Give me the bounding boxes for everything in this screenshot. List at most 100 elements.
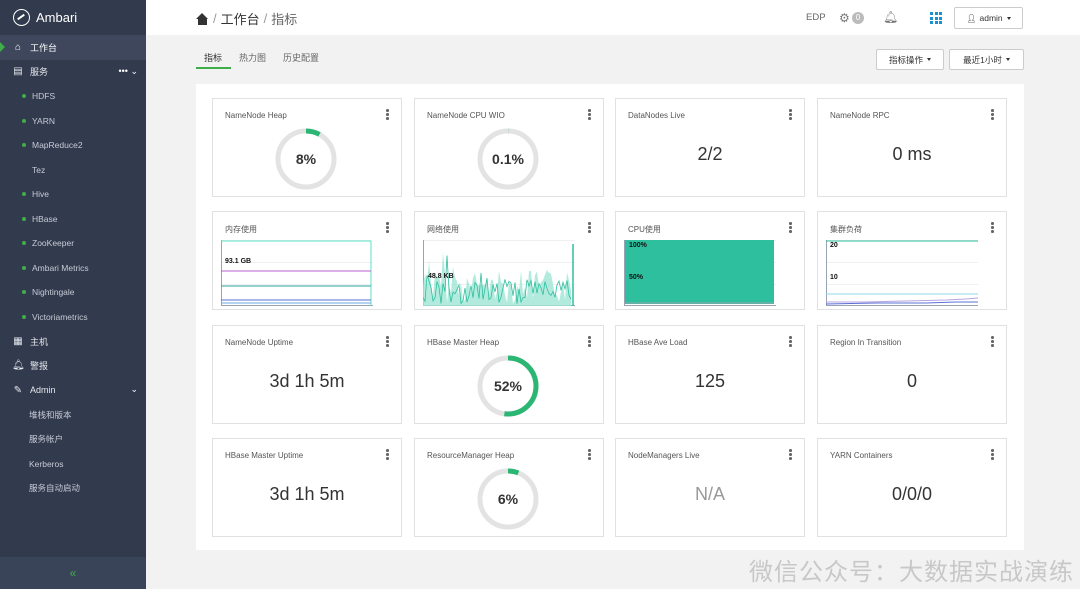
- sidebar-item-extra[interactable]: ⌄: [130, 384, 138, 394]
- widget-hbase-ave-load[interactable]: HBase Ave Load 125: [615, 325, 805, 424]
- sidebar-item-service-autostart[interactable]: 服务自动启动: [0, 476, 146, 501]
- kebab-menu-icon[interactable]: [588, 222, 591, 234]
- sidebar-item-label: Nightingale: [32, 287, 75, 298]
- widget-network-usage[interactable]: 网络使用 48.8 KB: [414, 211, 604, 310]
- kebab-menu-icon[interactable]: [991, 109, 994, 121]
- widget-namenode-uptime[interactable]: NameNode Uptime 3d 1h 5m: [212, 325, 402, 424]
- widget-cpu-usage[interactable]: CPU使用 100% 50%: [615, 211, 805, 310]
- breadcrumb-root[interactable]: 工作台: [220, 12, 260, 27]
- widget-title: HBase Master Heap: [427, 338, 500, 347]
- chart-value-label: 48.8 KB: [428, 273, 454, 280]
- sidebar-item-dashboard[interactable]: ⌂ 工作台: [0, 35, 146, 60]
- widget-datanodes-live[interactable]: DataNodes Live 2/2: [615, 98, 805, 197]
- widget-title: NameNode Uptime: [225, 338, 294, 347]
- sidebar-item-zookeeper[interactable]: ZooKeeper: [0, 231, 146, 256]
- widget-region-in-transition[interactable]: Region In Transition 0: [817, 325, 1007, 424]
- widget-nodemanagers-live[interactable]: NodeManagers Live N/A: [615, 438, 805, 537]
- sidebar-item-admin[interactable]: ✎ Admin ⌄: [0, 378, 146, 403]
- kebab-menu-icon[interactable]: [991, 336, 994, 348]
- widget-title: NameNode CPU WIO: [427, 111, 505, 120]
- sidebar-item-label: Admin: [30, 385, 56, 396]
- kebab-menu-icon[interactable]: [991, 222, 994, 234]
- widget-value: 3d 1h 5m: [269, 371, 345, 391]
- apps-grid-icon[interactable]: [930, 12, 942, 24]
- tab-metrics[interactable]: 指标: [196, 51, 232, 69]
- sidebar-item-victoriametrics[interactable]: Victoriametrics: [0, 305, 146, 330]
- sidebar-item-service-accounts[interactable]: 服务帐户: [0, 427, 146, 452]
- metrics-actions-button[interactable]: 指标操作: [876, 49, 944, 70]
- kebab-menu-icon[interactable]: [588, 449, 591, 461]
- widget-resourcemanager-heap[interactable]: ResourceManager Heap 6%: [414, 438, 604, 537]
- kebab-menu-icon[interactable]: [789, 449, 792, 461]
- widget-title: NodeManagers Live: [628, 451, 700, 460]
- gear-icon[interactable]: ⚙: [839, 11, 850, 25]
- sidebar-item-label: 服务: [30, 67, 49, 78]
- breadcrumb-separator: /: [213, 11, 217, 26]
- donut-gauge: 6%: [475, 466, 541, 532]
- kebab-menu-icon[interactable]: [386, 109, 389, 121]
- kebab-menu-icon[interactable]: [386, 449, 389, 461]
- mini-chart: 48.8 KB: [422, 240, 575, 306]
- sidebar-item-mapreduce2[interactable]: MapReduce2: [0, 133, 146, 158]
- sidebar-item-services[interactable]: ▤ 服务 ••• ⌄: [0, 60, 146, 85]
- widget-namenode-cpu-wio[interactable]: NameNode CPU WIO 0.1%: [414, 98, 604, 197]
- status-dot: [22, 265, 26, 270]
- bell-icon[interactable]: 🔔︎: [883, 10, 899, 24]
- mini-chart: 93.1 GB: [221, 240, 373, 306]
- sidebar-item-ambari-metrics[interactable]: Ambari Metrics: [0, 256, 146, 281]
- collapse-icon: «: [69, 566, 77, 580]
- kebab-menu-icon[interactable]: [789, 222, 792, 234]
- widget-yarn-containers[interactable]: YARN Containers 0/0/0: [817, 438, 1007, 537]
- widget-value: N/A: [694, 484, 725, 504]
- kebab-menu-icon[interactable]: [386, 336, 389, 348]
- sidebar: Ambari ⌂ 工作台 ▤ 服务 ••• ⌄ HDFS YARN MapReduce2 Tez…: [0, 0, 146, 589]
- widget-namenode-rpc[interactable]: NameNode RPC 0 ms: [817, 98, 1007, 197]
- mini-chart: 100% 50%: [624, 240, 776, 306]
- kebab-menu-icon[interactable]: [789, 336, 792, 348]
- sidebar-item-hosts[interactable]: ▦ 主机: [0, 329, 146, 354]
- sidebar-item-hive[interactable]: Hive: [0, 182, 146, 207]
- tab-heatmaps[interactable]: 热力图: [239, 53, 267, 63]
- sidebar-item-yarn[interactable]: YARN: [0, 109, 146, 134]
- home-icon[interactable]: [196, 12, 209, 25]
- sidebar-item-label: Kerberos: [29, 458, 64, 469]
- sidebar-item-hbase[interactable]: HBase: [0, 207, 146, 232]
- widget-cluster-load[interactable]: 集群负荷 20 10: [817, 211, 1007, 310]
- widget-hbase-master-uptime[interactable]: HBase Master Uptime 3d 1h 5m: [212, 438, 402, 537]
- sidebar-item-nightingale[interactable]: Nightingale: [0, 280, 146, 305]
- sidebar-item-tez[interactable]: Tez: [0, 158, 146, 183]
- sidebar-item-label: ZooKeeper: [32, 238, 75, 249]
- time-range-button[interactable]: 最近1小时: [949, 49, 1024, 70]
- sidebar-item-extra[interactable]: ••• ⌄: [118, 65, 139, 76]
- widget-hbase-master-heap[interactable]: HBase Master Heap 52%: [414, 325, 604, 424]
- sidebar-item-alerts[interactable]: 🔔︎ 警报: [0, 354, 146, 379]
- donut-svg: [477, 355, 539, 417]
- sidebar-item-hdfs[interactable]: HDFS: [0, 84, 146, 109]
- caret-down-icon: [1006, 16, 1011, 20]
- admin-menu-button[interactable]: 👤︎ admin: [954, 7, 1023, 29]
- user-icon: 👤︎: [966, 13, 977, 23]
- kebab-menu-icon[interactable]: [789, 109, 792, 121]
- home-icon: ⌂: [14, 41, 22, 53]
- sidebar-item-label: 工作台: [30, 42, 58, 53]
- sidebar-item-kerberos[interactable]: Kerberos: [0, 452, 146, 477]
- sidebar-item-stack-version[interactable]: 堆栈和版本: [0, 403, 146, 428]
- sidebar-collapse-button[interactable]: «: [0, 557, 146, 589]
- top-bar: / 工作台 / 指标 EDP ⚙ 0 🔔︎ 👤︎ admin: [146, 0, 1080, 35]
- widget-namenode-heap[interactable]: NameNode Heap 8%: [212, 98, 402, 197]
- caret-down-icon: [1005, 58, 1010, 61]
- kebab-menu-icon[interactable]: [588, 109, 591, 121]
- ops-count-badge[interactable]: 0: [852, 12, 864, 24]
- app-brand[interactable]: Ambari: [0, 0, 146, 35]
- kebab-menu-icon[interactable]: [991, 449, 994, 461]
- widget-title: Region In Transition: [830, 338, 902, 347]
- tab-config-history[interactable]: 历史配置: [283, 53, 320, 63]
- sidebar-item-label: Victoriametrics: [32, 311, 88, 322]
- widget-value: 0/0/0: [891, 484, 933, 504]
- kebab-menu-icon[interactable]: [386, 222, 389, 234]
- caret-down-icon: [927, 58, 931, 61]
- sidebar-item-label: YARN: [32, 115, 55, 126]
- status-dot: [22, 192, 26, 197]
- widget-memory-usage[interactable]: 内存使用 93.1 GB: [212, 211, 402, 310]
- kebab-menu-icon[interactable]: [588, 336, 591, 348]
